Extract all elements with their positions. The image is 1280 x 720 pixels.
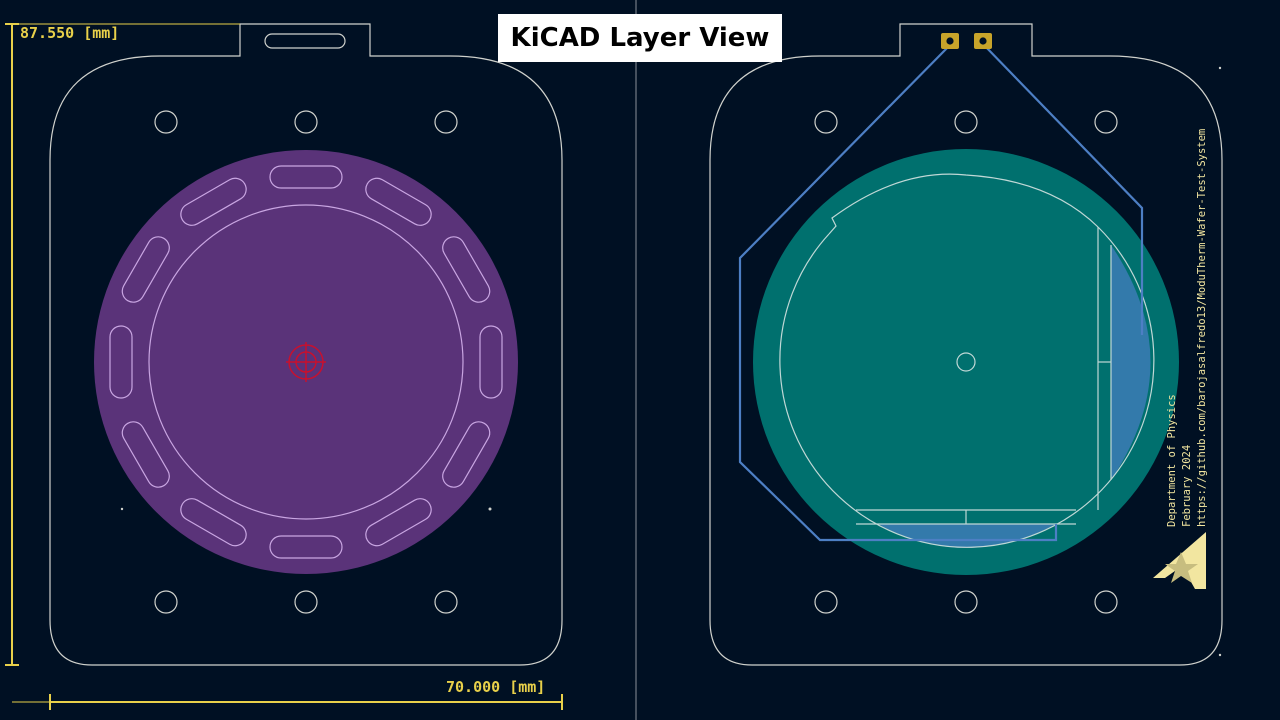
right-mount-hole bbox=[814, 590, 838, 614]
board-silkscreen-text: https://github.com/barojasalfredo13/Modu… bbox=[1196, 129, 1208, 527]
slot bbox=[109, 325, 133, 399]
connector-pad[interactable] bbox=[974, 33, 992, 49]
back-copper-pour[interactable] bbox=[753, 149, 1179, 575]
left-mount-hole bbox=[154, 590, 178, 614]
width-dimension[interactable] bbox=[12, 694, 563, 710]
silk-line-1: Department of Physics bbox=[1166, 394, 1178, 527]
connector-pad[interactable] bbox=[941, 33, 959, 49]
left-mount-hole bbox=[294, 590, 318, 614]
slot bbox=[269, 535, 343, 559]
left-mount-hole bbox=[434, 110, 458, 134]
silk-line-2: February 2024 bbox=[1181, 444, 1193, 527]
board-silkscreen-text-1: Department of Physics bbox=[1166, 394, 1178, 527]
wafer-outline bbox=[779, 226, 1155, 548]
slot bbox=[121, 421, 170, 488]
left-mount-hole bbox=[294, 110, 318, 134]
right-layer-view[interactable] bbox=[709, 23, 1223, 666]
right-mount-hole bbox=[1094, 590, 1118, 614]
board-silkscreen-text-2: February 2024 bbox=[1181, 445, 1193, 527]
slot bbox=[121, 236, 170, 303]
heater-segment-right[interactable] bbox=[1111, 245, 1151, 480]
right-mount-hole bbox=[954, 110, 978, 134]
right-mount-hole bbox=[814, 110, 838, 134]
page-title: KiCAD Layer View bbox=[498, 14, 782, 62]
slot bbox=[180, 498, 247, 547]
slot-ring bbox=[109, 165, 503, 559]
silk-line-3: https://github.com/barojasalfredo13/Modu… bbox=[1196, 128, 1208, 527]
center-drill-marker[interactable] bbox=[286, 342, 326, 382]
department-logo-icon bbox=[1153, 532, 1206, 589]
width-dimension-label: 70.000 [mm] bbox=[446, 678, 546, 696]
left-inner-ring bbox=[148, 204, 464, 520]
slot bbox=[442, 236, 491, 303]
slot bbox=[180, 177, 247, 226]
slot bbox=[479, 325, 503, 399]
left-mount-hole bbox=[434, 590, 458, 614]
right-board-outline bbox=[709, 23, 1223, 666]
right-mount-hole bbox=[954, 590, 978, 614]
height-dimension-label: 87.550 [mm] bbox=[20, 24, 120, 42]
right-mount-hole bbox=[1094, 110, 1118, 134]
slot bbox=[269, 165, 343, 189]
left-mount-hole bbox=[154, 110, 178, 134]
left-layer-view[interactable] bbox=[5, 23, 563, 710]
heater-track[interactable] bbox=[738, 43, 1058, 542]
height-dimension[interactable] bbox=[5, 23, 240, 666]
left-tab-slot bbox=[264, 33, 346, 49]
slot bbox=[365, 177, 432, 226]
right-center-hole bbox=[956, 352, 976, 372]
slot bbox=[442, 421, 491, 488]
left-board-outline bbox=[49, 23, 563, 666]
heater-track[interactable] bbox=[982, 43, 1144, 335]
slot bbox=[365, 498, 432, 547]
